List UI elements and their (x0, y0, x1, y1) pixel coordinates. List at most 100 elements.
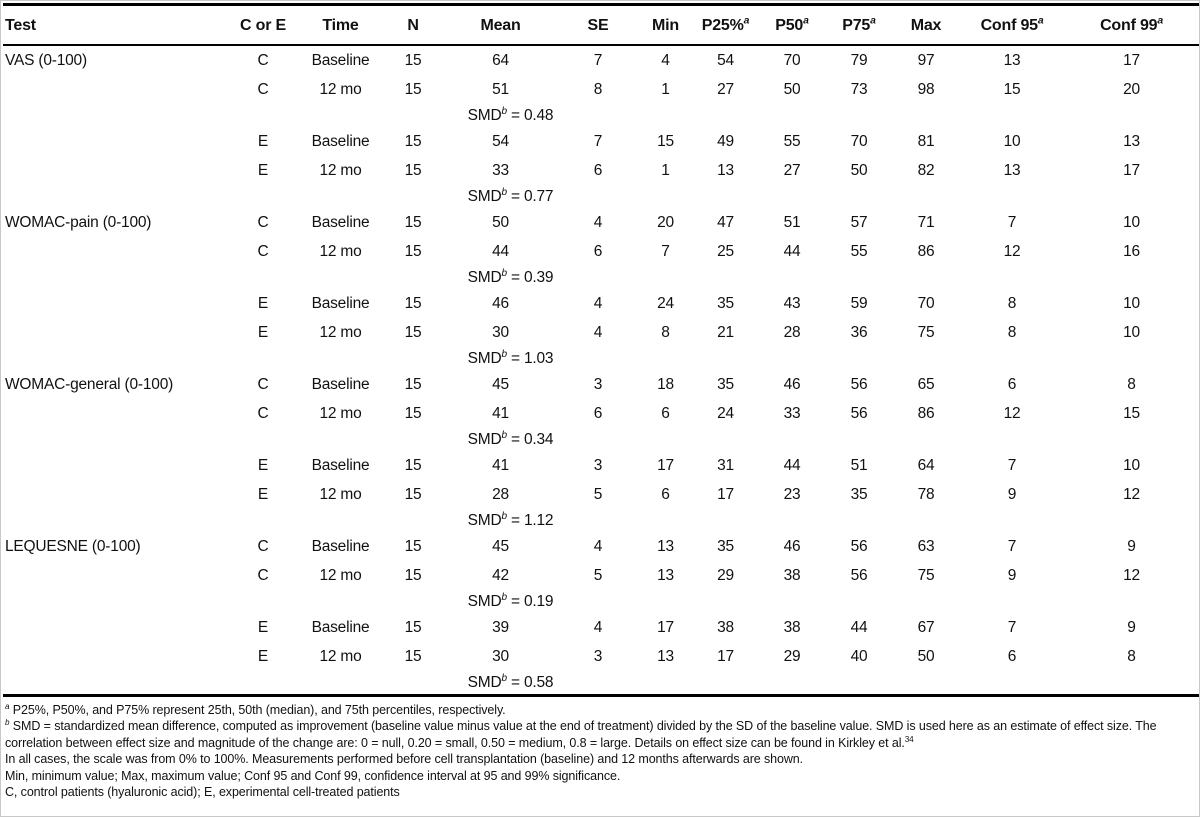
cell-time: 12 mo (319, 80, 362, 98)
cell-p75: 44 (850, 618, 868, 636)
cell-p25: 38 (717, 618, 734, 636)
cell-p50: 23 (783, 485, 801, 503)
cell-min: 1 (661, 80, 670, 98)
cell-conf95: 8 (1007, 294, 1017, 312)
data-row: E Baseline 15 41 3 17 31 44 51 64 7 10 (3, 451, 1199, 480)
cell-empty (826, 671, 892, 696)
paper-table-figure: Test C or E Time N Mean SE Min P25%a P50a P75a Max… (1, 1, 1199, 800)
cell-empty (758, 266, 826, 289)
footnote-line: a P25%, P50%, and P75% represent 25th, 5… (5, 701, 506, 717)
cell-time: 12 mo (319, 404, 362, 422)
cell-mean: 54 (492, 132, 509, 150)
cell-time: 12 mo (319, 242, 362, 260)
cell-empty (693, 509, 758, 532)
column-header-time: Time (322, 17, 359, 34)
cell-se: 4 (593, 618, 603, 636)
column-header-mean: Mean (480, 17, 521, 34)
cell-mean: 28 (492, 485, 509, 503)
cell-n: 15 (404, 485, 422, 503)
cell-empty (960, 509, 1064, 532)
cell-arm: C (257, 213, 269, 231)
cell-conf99: 20 (1123, 80, 1140, 98)
data-row: WOMAC-general (0-100) C Baseline 15 45 3 18 35 4… (3, 370, 1199, 399)
cell-empty (758, 185, 826, 208)
data-row: WOMAC-pain (0-100) C Baseline 15 50 4 20 47 51 57… (3, 208, 1199, 237)
cell-time: Baseline (311, 618, 370, 636)
smd-row: SMDb = 0.34 (3, 428, 1199, 451)
cell-mean: 64 (492, 51, 509, 69)
column-header-p25-: P25%a (701, 15, 750, 34)
cell-se: 6 (593, 404, 603, 422)
cell-empty (960, 671, 1064, 696)
cell-time: Baseline (311, 213, 370, 231)
cell-empty (228, 347, 298, 370)
cell-conf95: 13 (1003, 51, 1021, 69)
cell-p25: 47 (717, 213, 734, 231)
cell-p25: 17 (717, 485, 734, 503)
cell-empty (826, 590, 892, 613)
cell-p50: 33 (783, 404, 801, 422)
cell-p75: 56 (850, 566, 868, 584)
cell-test: WOMAC-general (0-100) (5, 375, 174, 393)
cell-empty (298, 104, 383, 127)
cell-test: VAS (0-100) (5, 51, 87, 69)
cell-n: 15 (404, 213, 422, 231)
cell-se: 7 (593, 132, 603, 150)
cell-p75: 57 (850, 213, 868, 231)
data-row: C 12 mo 15 41 6 6 24 33 56 86 12 15 (3, 399, 1199, 428)
smd-value: SMDb = 0.39 (467, 267, 554, 286)
cell-test (3, 480, 228, 509)
cell-p25: 31 (717, 456, 734, 474)
cell-p50: 29 (783, 647, 801, 665)
cell-arm: C (257, 80, 269, 98)
cell-n: 15 (404, 161, 422, 179)
cell-min: 17 (657, 456, 674, 474)
cell-empty (638, 671, 693, 696)
cell-time: Baseline (311, 456, 370, 474)
cell-empty (3, 428, 228, 451)
cell-se: 7 (593, 51, 603, 69)
column-header-conf-95: Conf 95a (980, 15, 1044, 34)
cell-max: 50 (917, 647, 935, 665)
cell-test (3, 642, 228, 671)
cell-mean: 45 (492, 537, 509, 555)
cell-empty (228, 590, 298, 613)
cell-time: Baseline (311, 51, 370, 69)
cell-time: Baseline (311, 537, 370, 555)
cell-mean: 46 (492, 294, 509, 312)
column-header-c-or-e: C or E (240, 17, 286, 34)
cell-p25: 24 (717, 404, 734, 422)
cell-conf99: 17 (1123, 161, 1140, 179)
cell-p75: 40 (850, 647, 868, 665)
column-header-p50: P50a (775, 15, 809, 34)
cell-empty (960, 428, 1064, 451)
cell-empty (960, 104, 1064, 127)
cell-p50: 44 (783, 242, 801, 260)
cell-min: 7 (661, 242, 670, 260)
smd-row: SMDb = 1.03 (3, 347, 1199, 370)
cell-test (3, 127, 228, 156)
cell-time: Baseline (311, 294, 370, 312)
cell-empty (3, 185, 228, 208)
cell-p25: 35 (717, 375, 734, 393)
cell-min: 17 (657, 618, 674, 636)
cell-p25: 29 (717, 566, 734, 584)
cell-p50: 50 (783, 80, 801, 98)
cell-conf95: 7 (1007, 213, 1017, 231)
cell-conf99: 16 (1123, 242, 1140, 260)
cell-se: 6 (593, 242, 603, 260)
cell-conf95: 12 (1003, 242, 1021, 260)
cell-p50: 38 (783, 618, 801, 636)
cell-min: 13 (657, 537, 674, 555)
cell-se: 8 (593, 80, 603, 98)
cell-empty (960, 185, 1064, 208)
cell-min: 18 (657, 375, 674, 393)
cell-max: 98 (917, 80, 935, 98)
cell-empty (228, 185, 298, 208)
cell-empty (758, 428, 826, 451)
cell-empty (228, 266, 298, 289)
cell-max: 64 (917, 456, 935, 474)
cell-arm: E (257, 647, 269, 665)
cell-conf95: 6 (1007, 375, 1017, 393)
cell-p50: 46 (783, 375, 801, 393)
